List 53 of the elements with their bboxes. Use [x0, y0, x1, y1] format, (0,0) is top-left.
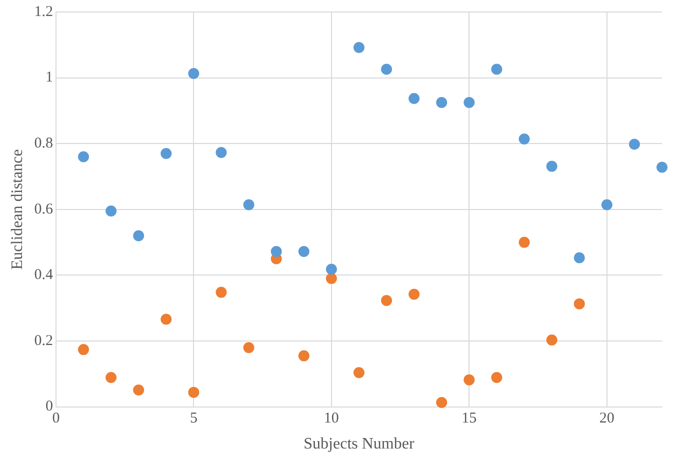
point [270, 246, 282, 258]
point [326, 264, 337, 275]
y-tick-label: 1.2 [34, 4, 53, 20]
point [546, 334, 558, 346]
point [326, 272, 337, 284]
x-tick-label: 20 [599, 410, 614, 427]
point [353, 367, 364, 378]
point [188, 386, 200, 398]
point [106, 206, 117, 217]
point [216, 286, 227, 298]
point [298, 246, 310, 258]
point [78, 344, 89, 356]
point [574, 252, 585, 264]
point [464, 96, 475, 108]
point [601, 199, 612, 210]
x-tick-label: 5 [190, 410, 198, 427]
point [133, 230, 144, 242]
point [518, 133, 530, 144]
point [546, 160, 558, 172]
y-tick-label: 0 [45, 398, 53, 415]
point [436, 96, 448, 108]
point [381, 295, 392, 306]
point [491, 372, 502, 384]
y-tick-label: 0.8 [34, 136, 53, 152]
y-axis-title: Euclidean distance [8, 149, 26, 270]
point [464, 374, 475, 386]
point [628, 138, 640, 150]
point [133, 384, 144, 396]
y-tick-label: 0.4 [34, 267, 54, 284]
x-tick-label: 15 [462, 410, 477, 427]
x-axis-title: Subjects Number [304, 436, 415, 453]
point [106, 372, 117, 384]
point [574, 298, 585, 310]
point [78, 151, 89, 162]
point [188, 68, 200, 80]
point [408, 288, 420, 300]
point [491, 64, 502, 75]
point [160, 148, 172, 159]
y-tick-label: 1 [45, 70, 53, 86]
point [518, 236, 530, 248]
point [381, 64, 392, 75]
point [353, 42, 364, 54]
point [243, 199, 254, 210]
point [656, 162, 668, 173]
y-tick-label: 0.6 [34, 201, 54, 218]
point [216, 146, 227, 158]
y-tick-label: 0.2 [34, 332, 53, 349]
point [408, 93, 420, 104]
point [160, 314, 172, 325]
point [243, 342, 254, 354]
x-tick-label: 10 [324, 410, 339, 427]
point [436, 397, 448, 408]
point [298, 350, 310, 362]
